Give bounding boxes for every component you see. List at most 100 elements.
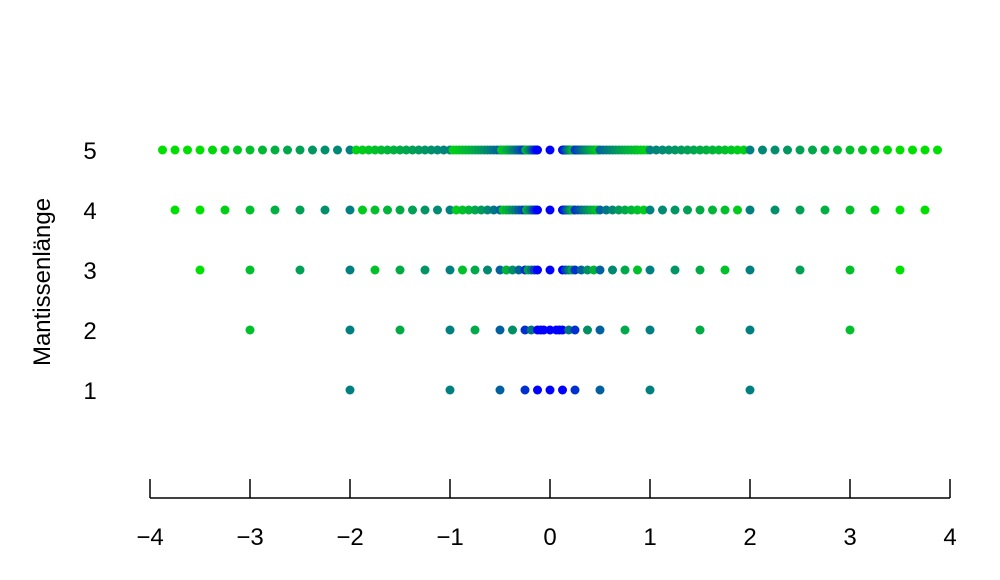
data-point: [626, 205, 636, 215]
data-point: [464, 205, 474, 215]
data-point: [376, 145, 386, 155]
data-point: [770, 145, 780, 155]
data-point: [333, 145, 342, 155]
data-point: [220, 205, 230, 215]
x-tick-label: −4: [136, 524, 163, 551]
data-point: [514, 265, 524, 275]
data-point: [458, 265, 467, 275]
x-tick-label: 0: [543, 524, 556, 551]
data-point: [701, 145, 711, 155]
data-point: [695, 205, 705, 215]
data-point: [670, 205, 680, 215]
data-point: [258, 145, 267, 155]
data-point: [345, 265, 355, 275]
data-point: [195, 205, 205, 215]
data-point: [408, 205, 417, 215]
data-point: [670, 265, 680, 275]
y-tick-label: 2: [83, 318, 96, 345]
x-tick-label: −1: [436, 524, 463, 551]
data-point: [595, 385, 605, 395]
data-point: [458, 205, 467, 215]
data-point: [895, 145, 905, 155]
data-point: [633, 205, 642, 215]
data-point: [576, 265, 586, 275]
data-point: [614, 205, 624, 215]
data-point: [720, 205, 730, 215]
data-point: [358, 205, 367, 215]
data-point: [720, 265, 730, 275]
data-point: [320, 145, 330, 155]
y-tick-label: 3: [83, 258, 96, 285]
data-point: [270, 145, 280, 155]
y-tick-label: 4: [83, 198, 96, 225]
data-point: [476, 205, 486, 215]
data-point: [739, 145, 749, 155]
data-point: [708, 145, 717, 155]
data-point: [533, 145, 542, 155]
data-point: [558, 325, 567, 335]
data-point: [345, 205, 355, 215]
x-tick-label: −3: [236, 524, 263, 551]
data-point: [395, 205, 405, 215]
data-point: [370, 205, 380, 215]
data-point: [508, 265, 517, 275]
data-point: [758, 145, 767, 155]
data-point: [658, 205, 667, 215]
x-tick-label: 3: [843, 524, 856, 551]
data-point: [295, 145, 305, 155]
data-point: [501, 265, 511, 275]
data-point: [383, 205, 392, 215]
data-point: [370, 145, 380, 155]
data-point: [683, 145, 692, 155]
data-point: [245, 205, 255, 215]
data-point: [345, 385, 355, 395]
data-point: [564, 325, 574, 335]
data-point: [545, 325, 555, 335]
data-point: [808, 145, 817, 155]
data-point: [170, 205, 180, 215]
data-point: [845, 205, 855, 215]
data-points: [158, 145, 942, 395]
data-point: [933, 145, 942, 155]
data-point: [483, 265, 492, 275]
data-point: [645, 385, 655, 395]
data-point: [795, 265, 805, 275]
y-tick-label: 5: [83, 138, 96, 165]
data-point: [733, 205, 742, 215]
data-point: [745, 145, 755, 155]
data-point: [845, 145, 855, 155]
data-point: [645, 265, 655, 275]
data-point: [451, 205, 461, 215]
data-point: [583, 265, 592, 275]
data-point: [545, 265, 555, 275]
y-tick-label: 1: [83, 378, 96, 405]
data-point: [795, 145, 805, 155]
data-point: [470, 325, 480, 335]
data-point: [445, 265, 455, 275]
x-tick-label: 2: [743, 524, 756, 551]
data-point: [408, 145, 417, 155]
data-point: [858, 145, 867, 155]
data-point: [745, 205, 755, 215]
data-point: [489, 205, 499, 215]
data-point: [358, 145, 367, 155]
data-point: [595, 265, 605, 275]
data-point: [520, 385, 530, 395]
data-point: [570, 325, 580, 335]
data-point: [220, 145, 230, 155]
data-point: [658, 145, 667, 155]
data-point: [695, 265, 705, 275]
data-point: [620, 205, 630, 215]
data-point: [645, 205, 655, 215]
data-point: [745, 385, 755, 395]
data-point: [351, 145, 361, 155]
data-point: [845, 265, 855, 275]
data-point: [895, 205, 905, 215]
data-point: [320, 205, 330, 215]
data-point: [370, 265, 380, 275]
data-point: [183, 145, 192, 155]
data-point: [895, 265, 905, 275]
data-point: [439, 145, 449, 155]
data-point: [395, 325, 405, 335]
data-point: [583, 325, 592, 335]
